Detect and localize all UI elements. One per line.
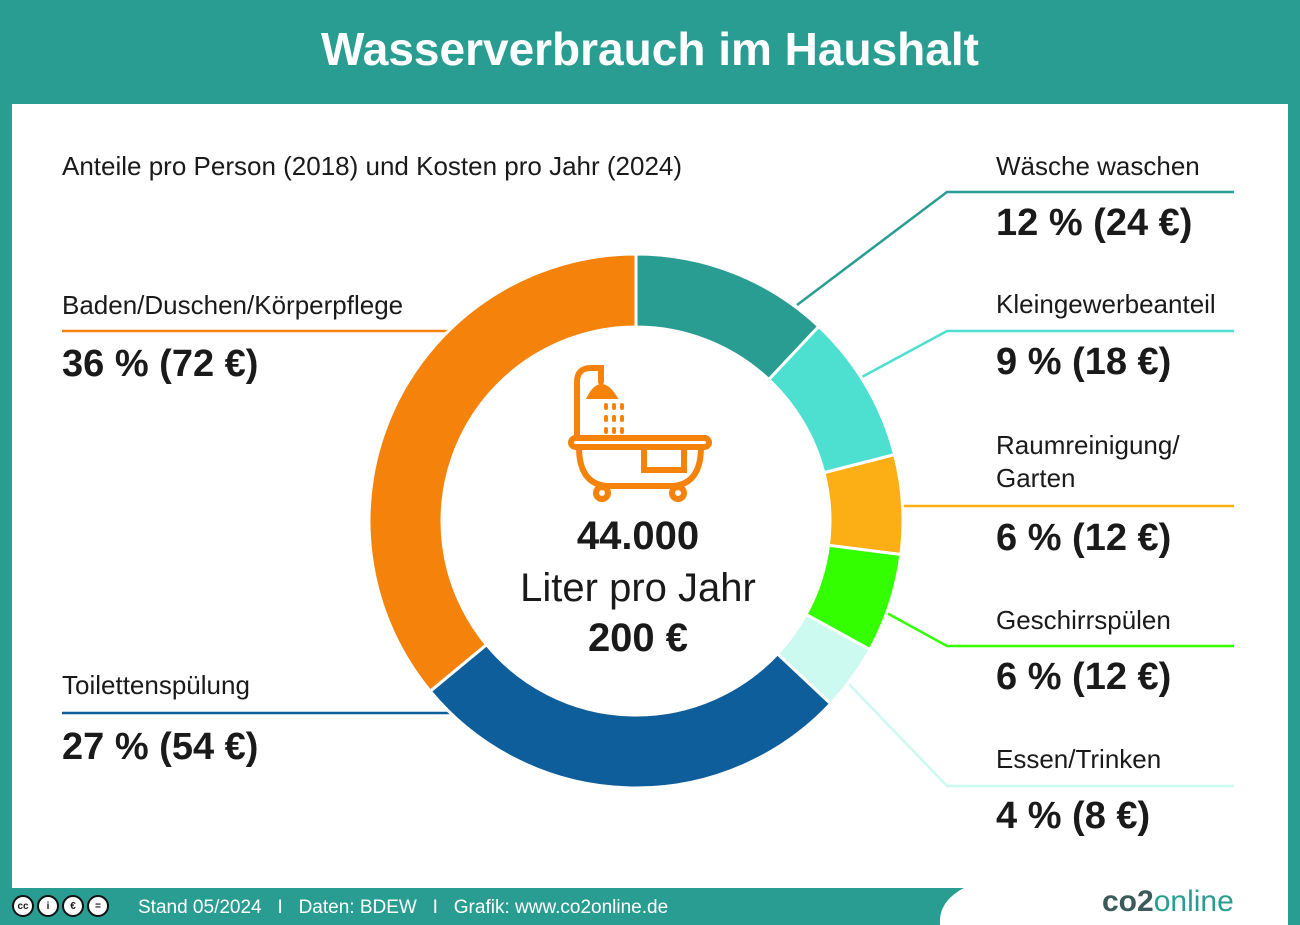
leader-line-4 — [844, 679, 1234, 788]
by-icon: i — [37, 895, 59, 917]
page-title: Wasserverbrauch im Haushalt — [321, 23, 979, 75]
label-name-6: Baden/Duschen/Körperpflege — [62, 290, 404, 320]
label-value-4: 4 % (8 €) — [996, 795, 1151, 837]
bathtub-shower-icon — [568, 365, 712, 502]
footer-shape — [940, 880, 1288, 925]
label-value-5: 27 % (54 €) — [62, 726, 259, 768]
leader-line-0 — [796, 190, 1234, 306]
center-amount: 44.000 — [576, 514, 700, 558]
label-value-2: 6 % (12 €) — [996, 517, 1172, 559]
label-name-5: Toilettenspülung — [62, 670, 250, 700]
label-name-1: Kleingewerbeanteil — [996, 289, 1216, 319]
nd-icon: = — [87, 895, 109, 917]
label-value-3: 6 % (12 €) — [996, 656, 1172, 698]
leader-line-3 — [884, 610, 1234, 648]
center-unit: Liter pro Jahr — [520, 566, 756, 610]
co2online-logo[interactable]: co2online — [1102, 885, 1234, 918]
slice-5 — [428, 642, 833, 790]
center-cost: 200 € — [587, 616, 689, 660]
footer-text: Stand 05/2024 I Daten: BDEW I Grafik: ww… — [138, 897, 669, 918]
label-name-0: Wäsche waschen — [996, 151, 1200, 181]
slice-6 — [367, 252, 638, 694]
label-value-1: 9 % (18 €) — [996, 341, 1172, 383]
label-name-4: Essen/Trinken — [996, 744, 1162, 774]
label-value-0: 12 % (24 €) — [996, 202, 1193, 244]
slice-2 — [822, 452, 905, 557]
chart-subtitle: Anteile pro Person (2018) und Kosten pro… — [62, 151, 683, 181]
cc-icon: cc — [12, 895, 34, 917]
label-name-3: Geschirrspülen — [996, 605, 1171, 635]
nc-icon: € — [62, 895, 84, 917]
label-name-2: Raumreinigung/ Garten — [996, 430, 1180, 493]
label-value-6: 36 % (72 €) — [62, 343, 259, 385]
license-icons: cc i € = — [12, 895, 109, 917]
leader-line-1 — [859, 329, 1234, 380]
